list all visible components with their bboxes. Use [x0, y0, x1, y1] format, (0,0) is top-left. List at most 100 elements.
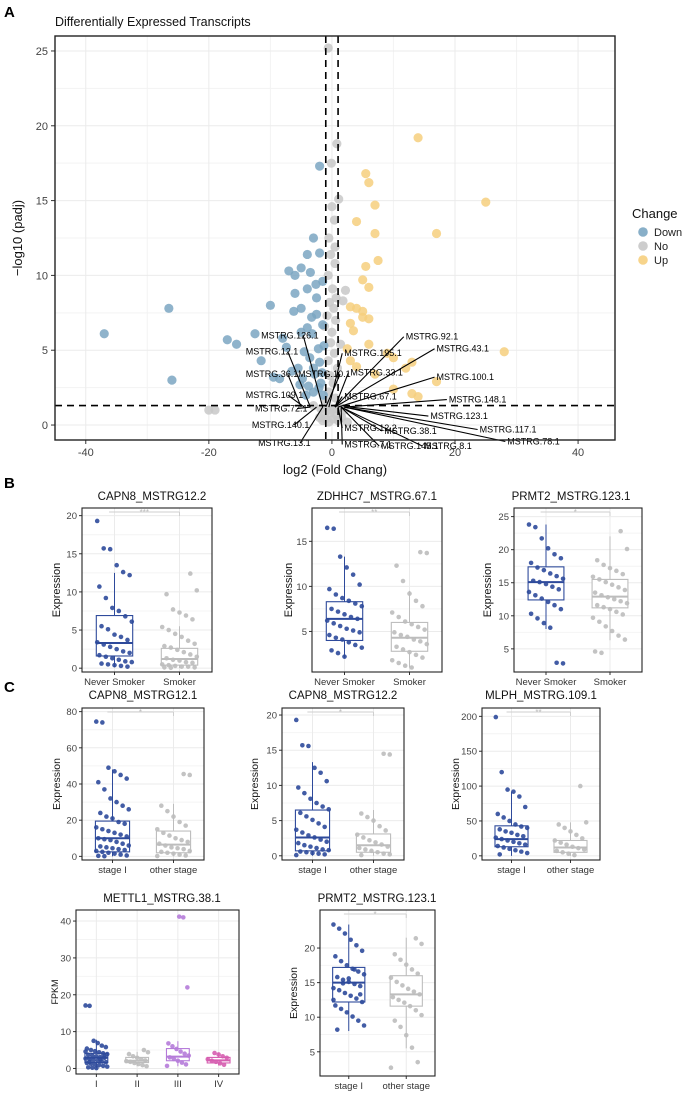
data-point	[118, 663, 124, 669]
data-point	[418, 639, 423, 644]
data-point	[419, 1012, 424, 1018]
data-point	[164, 1063, 170, 1069]
data-point	[129, 619, 135, 624]
data-point	[83, 1003, 88, 1008]
data-point	[171, 851, 176, 856]
callout-line	[340, 406, 383, 432]
data-point	[398, 1024, 403, 1030]
data-point	[306, 833, 311, 838]
data-point	[134, 1055, 140, 1061]
point-up	[431, 228, 442, 239]
data-point	[217, 1061, 223, 1066]
data-point	[394, 563, 399, 568]
data-point	[533, 592, 538, 598]
data-point	[560, 576, 566, 582]
y-tick-label: 5	[72, 626, 77, 637]
data-point	[545, 599, 551, 605]
data-point	[87, 1003, 92, 1009]
data-point	[363, 847, 368, 852]
data-point	[616, 585, 621, 590]
data-point	[102, 836, 107, 842]
data-point	[97, 652, 102, 658]
data-point	[91, 1038, 96, 1044]
data-point	[326, 847, 332, 853]
callout-label: MSTRG.117.1	[480, 425, 537, 435]
point-down	[290, 288, 300, 298]
data-point	[127, 572, 132, 578]
point-up	[499, 347, 509, 357]
data-point	[91, 1057, 96, 1063]
data-point	[104, 814, 109, 819]
panel-label-a: A	[4, 4, 15, 21]
data-point	[310, 850, 315, 856]
data-point	[609, 582, 615, 588]
data-point	[324, 525, 330, 531]
data-point	[344, 626, 349, 632]
data-point	[597, 577, 602, 582]
box-zdhhc7-smoking: 5 10 15 Never Smoker Smoker ** ZDHHC7_MSTRG.67…	[283, 491, 443, 688]
significance-stars: **	[371, 508, 377, 517]
plot-frame	[281, 707, 405, 861]
data-point	[357, 845, 362, 851]
data-point	[545, 546, 551, 551]
callout-label: MSTRG.109.1	[246, 390, 304, 400]
callout-line	[334, 372, 349, 408]
data-point	[120, 649, 126, 654]
data-point	[165, 808, 170, 814]
data-point	[165, 850, 170, 856]
data-point	[112, 830, 117, 836]
y-tick-label: 0	[72, 664, 77, 675]
data-point	[558, 555, 564, 561]
data-point	[304, 849, 309, 855]
point-up	[373, 255, 383, 266]
data-point	[356, 1018, 361, 1023]
point-no	[338, 296, 348, 306]
data-point	[120, 841, 125, 847]
y-tick-label: 20	[266, 711, 277, 722]
y-tick-label: 25	[498, 512, 509, 523]
legend-label: No	[654, 241, 668, 253]
point-up	[388, 384, 399, 394]
y-tick-label: 0	[66, 1064, 71, 1075]
data-point	[346, 639, 352, 645]
callout-line	[302, 335, 324, 408]
data-point	[562, 825, 567, 831]
data-point	[93, 848, 99, 854]
data-point	[112, 632, 117, 637]
y-tick-label: 50	[466, 816, 477, 827]
data-point	[624, 600, 630, 606]
data-point	[177, 852, 182, 857]
point-down	[289, 306, 299, 316]
data-point	[314, 800, 319, 806]
point-down	[307, 312, 317, 322]
point-down	[265, 300, 275, 310]
data-point	[530, 578, 536, 584]
point-down	[315, 357, 325, 367]
legend-label: Down	[654, 227, 682, 239]
box-capn8-12-2-stage: 0 5 10 15 20 stage I other stage * CAPN8_MSTRG12…	[249, 690, 405, 876]
data-point	[183, 823, 188, 828]
data-point	[409, 665, 414, 670]
y-tick-label: 5	[272, 816, 277, 827]
data-point	[599, 592, 604, 598]
point-no	[210, 405, 220, 415]
data-point	[142, 1058, 148, 1063]
data-point	[185, 839, 190, 845]
data-point	[361, 972, 367, 977]
data-point	[103, 1059, 109, 1065]
data-point	[599, 650, 604, 656]
data-point	[495, 811, 501, 817]
y-tick-label: 5	[504, 644, 509, 655]
data-point	[125, 637, 130, 643]
callout-line	[287, 394, 305, 408]
y-axis-title: Expression	[450, 758, 462, 810]
data-point	[342, 612, 347, 617]
data-point	[517, 840, 522, 846]
data-point	[161, 830, 166, 836]
data-point	[340, 981, 346, 986]
data-point	[181, 649, 187, 655]
plot-frame	[75, 909, 240, 1075]
data-point	[98, 1057, 103, 1062]
